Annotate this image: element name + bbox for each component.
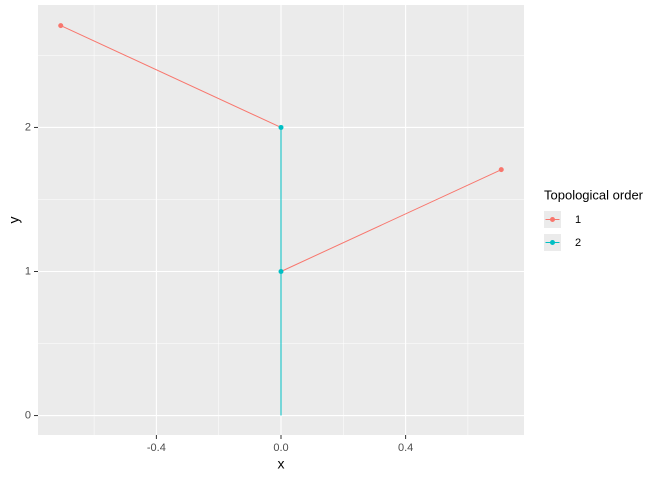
y-tick-label: 0 [25, 409, 31, 421]
data-point [498, 167, 504, 173]
data-point [58, 23, 64, 29]
x-axis-title: x [278, 456, 285, 472]
y-tick-label: 1 [25, 265, 31, 277]
legend-title: Topological order [544, 187, 644, 202]
data-point [278, 268, 284, 274]
legend-label: 2 [575, 237, 581, 249]
series-line [60, 25, 502, 272]
x-tick-label: -0.4 [147, 442, 166, 454]
y-axis-title: y [6, 217, 22, 224]
legend-point [550, 217, 555, 222]
x-tick-label: 0.4 [398, 442, 413, 454]
x-tick-label: 0.0 [273, 442, 288, 454]
data-point [278, 124, 284, 130]
legend-point [550, 240, 555, 245]
y-tick-label: 2 [25, 121, 31, 133]
legend-label: 1 [575, 214, 581, 226]
